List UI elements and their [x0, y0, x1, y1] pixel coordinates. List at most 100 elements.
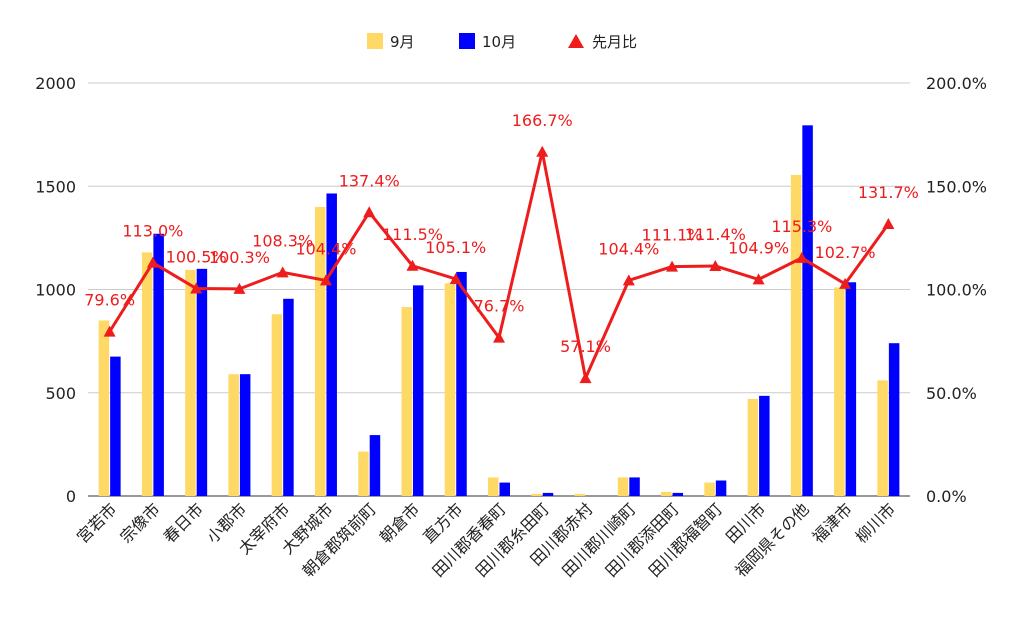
ratio-marker: [406, 259, 419, 271]
y-left-tick-label: 0: [66, 487, 76, 506]
bar-oct: [715, 480, 727, 496]
ratio-data-label: 100.5%: [166, 247, 227, 266]
legend-label-oct: 10月: [482, 33, 516, 51]
y-left-tick-label: 1000: [35, 281, 76, 300]
ratio-marker: [146, 256, 159, 268]
bar-sep: [704, 482, 715, 496]
ratio-markers: [103, 145, 895, 384]
ratio-data-label: 79.6%: [84, 291, 135, 310]
ratio-data-label: 104.4%: [598, 239, 659, 258]
bar-oct: [196, 268, 208, 496]
ratio-data-label: 115.3%: [771, 217, 832, 236]
ratio-data-label: 111.4%: [685, 225, 746, 244]
ratio-data-label: 111.5%: [382, 225, 443, 244]
bar-sep: [271, 314, 283, 496]
bars: [98, 125, 900, 497]
bar-oct: [412, 285, 424, 496]
ratio-data-label: 104.4%: [295, 239, 356, 258]
bar-sep: [877, 380, 888, 496]
ratio-marker: [276, 266, 289, 278]
ratio-marker: [319, 274, 332, 286]
ratio-marker: [493, 331, 505, 343]
ratio-marker: [579, 372, 592, 384]
bar-oct: [629, 477, 640, 496]
legend-label-ratio: 先月比: [592, 33, 637, 51]
y-right-tick-label: 150.0%: [926, 177, 987, 196]
bar-oct: [283, 298, 294, 496]
bar-oct: [759, 395, 770, 496]
category-label: 春日市: [160, 499, 207, 546]
bar-sep: [488, 477, 499, 496]
y-axis-left: 0 500 1000 1500 2000: [35, 74, 76, 506]
category-label: 柳川市: [852, 499, 899, 546]
ratio-data-label: 76.7%: [474, 297, 525, 316]
bar-sep: [834, 287, 845, 496]
bar-sep: [444, 283, 456, 496]
bar-oct: [802, 125, 813, 497]
ratio-marker: [233, 282, 246, 294]
ratio-marker: [839, 277, 852, 289]
bar-oct: [672, 492, 684, 496]
y-axis-right: 0.0% 50.0% 100.0% 150.0% 200.0%: [926, 74, 987, 506]
ratio-data-label: 131.7%: [858, 183, 919, 202]
bar-oct: [369, 435, 381, 496]
ratio-data-label: 137.4%: [339, 171, 400, 190]
bar-oct: [110, 356, 121, 496]
ratio-marker: [622, 274, 635, 286]
ratio-data-label: 113.0%: [122, 222, 183, 241]
category-label: 福津市: [809, 499, 856, 546]
bar-oct: [845, 282, 857, 496]
ratio-data-label: 111.1%: [642, 226, 703, 245]
category-label: 朝倉市: [376, 499, 423, 546]
y-right-tick-label: 50.0%: [926, 384, 977, 403]
ratio-data-label: 102.7%: [815, 243, 876, 262]
bar-oct: [239, 374, 251, 496]
bar-sep: [747, 398, 759, 496]
ratio-marker: [752, 273, 765, 285]
category-label: 宮若市: [73, 499, 120, 546]
bar-sep: [185, 269, 196, 496]
ratio-marker: [666, 260, 679, 272]
ratio-data-label: 57.1%: [560, 337, 611, 356]
legend-swatch-oct: [459, 33, 475, 49]
bar-oct: [542, 492, 554, 496]
ratio-data-label: 105.1%: [425, 238, 486, 257]
data-labels: 79.6%113.0%100.5%100.3%108.3%104.4%137.4…: [84, 111, 919, 356]
y-left-tick-label: 500: [45, 384, 76, 403]
bar-oct: [888, 343, 900, 496]
y-right-tick-label: 200.0%: [926, 74, 987, 93]
bar-sep: [661, 491, 672, 496]
ratio-marker: [536, 145, 549, 157]
x-axis-categories: 宮若市宗像市春日市小郡市太宰府市大野城市朝倉郡筑前町朝倉市直方市田川郡香春町田川…: [73, 499, 899, 580]
bar-sep: [617, 477, 629, 496]
y-left-tick-label: 1500: [35, 177, 76, 196]
y-right-tick-label: 100.0%: [926, 281, 987, 300]
bar-sep: [531, 493, 542, 496]
legend-marker-ratio: [568, 34, 584, 48]
bar-sep: [790, 174, 802, 496]
bar-oct: [456, 271, 467, 496]
bar-sep: [574, 493, 586, 496]
bar-sep: [358, 451, 369, 496]
bar-sep: [401, 307, 412, 496]
category-label: 宗像市: [116, 499, 163, 546]
ratio-data-label: 108.3%: [252, 231, 313, 250]
ratio-marker: [103, 325, 116, 337]
bar-oct: [499, 482, 510, 496]
ratio-marker: [363, 206, 376, 218]
y-left-tick-label: 2000: [35, 74, 76, 93]
ratio-data-label: 104.9%: [728, 238, 789, 257]
bar-sep: [141, 252, 153, 496]
ratio-data-label: 166.7%: [512, 111, 573, 130]
bar-oct: [153, 233, 164, 496]
ratio-marker: [795, 251, 808, 263]
ratio-marker: [882, 218, 895, 230]
y-right-tick-label: 0.0%: [926, 487, 967, 506]
bar-sep: [98, 320, 110, 496]
bar-sep: [314, 206, 326, 496]
legend: 9月 10月 先月比: [367, 33, 637, 51]
ratio-marker: [709, 259, 722, 271]
ratio-data-label: 100.3%: [209, 248, 270, 267]
bar-oct: [326, 193, 337, 497]
